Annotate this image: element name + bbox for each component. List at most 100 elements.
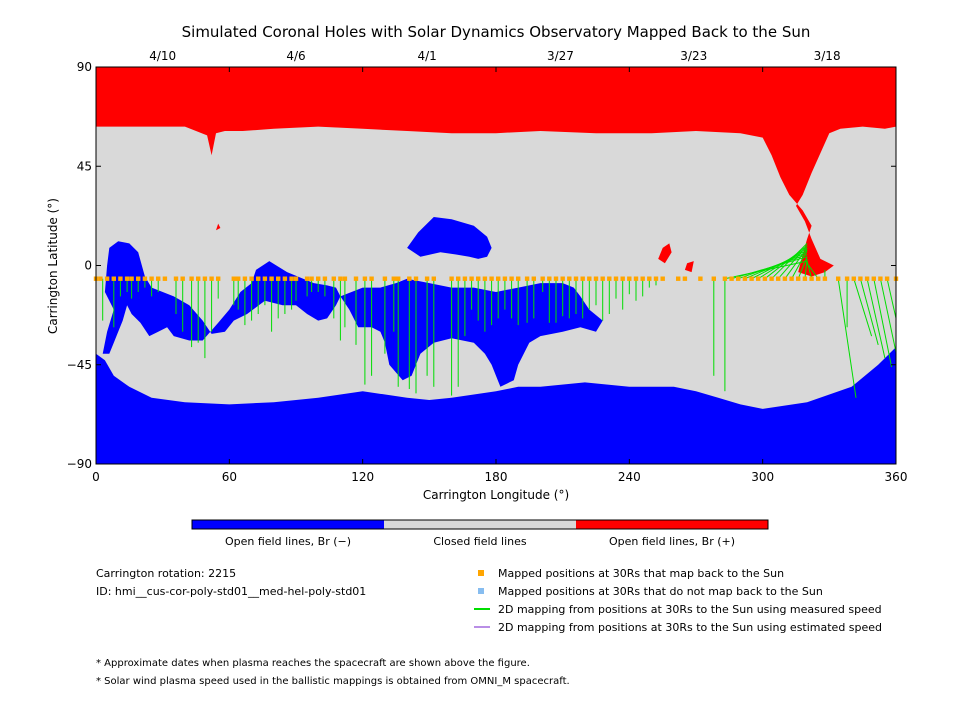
legend-marker-0 — [478, 570, 484, 576]
track-point-18 — [216, 276, 221, 281]
track-point-96 — [809, 276, 814, 281]
track-point-83 — [722, 276, 728, 281]
track-point-88 — [756, 276, 761, 281]
track-point-5 — [124, 276, 130, 281]
track-point-29 — [293, 276, 299, 281]
track-point-40 — [382, 276, 388, 281]
track-point-89 — [762, 276, 768, 281]
track-point-101 — [851, 276, 856, 281]
track-point-79 — [676, 276, 681, 281]
track-point-44 — [413, 276, 419, 281]
track-point-6 — [129, 276, 134, 281]
track-point-78 — [660, 276, 665, 281]
mapping-lines — [96, 243, 896, 398]
track-point-20 — [236, 276, 241, 281]
colorbar-label-1: Closed field lines — [433, 535, 527, 548]
track-point-54 — [496, 276, 501, 281]
track-point-103 — [864, 276, 870, 281]
track-point-72 — [620, 276, 625, 281]
track-point-69 — [600, 276, 605, 281]
track-point-77 — [653, 276, 659, 281]
track-point-58 — [524, 276, 530, 281]
track-point-3 — [111, 276, 116, 281]
date-label-3: 3/27 — [547, 49, 574, 63]
track-point-56 — [509, 276, 514, 281]
track-point-59 — [531, 276, 536, 281]
track-point-105 — [878, 276, 883, 281]
track-point-32 — [316, 276, 321, 281]
track-point-12 — [173, 276, 179, 281]
track-point-73 — [627, 276, 632, 281]
date-label-4: 3/23 — [680, 49, 707, 63]
track-point-7 — [136, 276, 141, 281]
colorbar-swatch-1 — [384, 520, 576, 529]
track-point-41 — [391, 276, 396, 281]
track-point-34 — [331, 276, 336, 281]
y-tick-label-3: −45 — [67, 358, 92, 372]
track-point-37 — [353, 276, 359, 281]
region-tiny-positive-patch — [684, 261, 694, 273]
track-point-31 — [309, 276, 314, 281]
track-point-86 — [742, 276, 748, 281]
track-point-11 — [162, 276, 168, 281]
track-point-106 — [884, 276, 890, 281]
mapping-line-101 — [886, 278, 896, 321]
region-north-positive-cap — [96, 67, 896, 277]
track-point-80 — [682, 276, 688, 281]
track-point-16 — [202, 276, 208, 281]
track-point-36 — [342, 276, 348, 281]
track-point-99 — [836, 276, 841, 281]
mapping-line-85 — [784, 247, 808, 279]
mapping-line-81 — [757, 247, 808, 280]
track-point-67 — [587, 276, 592, 281]
run-id-label: ID: hmi__cus-cor-poly-std01__med-hel-pol… — [96, 585, 366, 598]
track-point-15 — [196, 276, 201, 281]
colorbar-frame — [191, 519, 769, 530]
track-point-39 — [369, 276, 374, 281]
track-point-10 — [156, 276, 161, 281]
x-axis-label: Carrington Longitude (°) — [423, 488, 569, 502]
mapping-line-87 — [797, 256, 808, 279]
x-tick-label-2: 120 — [351, 470, 374, 484]
track-point-85 — [736, 276, 741, 281]
colorbar: Open field lines, Br (−) Closed field lin… — [191, 519, 769, 548]
track-point-24 — [262, 276, 268, 281]
track-point-1 — [98, 276, 103, 281]
track-point-48 — [456, 276, 461, 281]
track-point-82 — [711, 276, 716, 281]
legend-label-1: Mapped positions at 30Rs that do not map… — [498, 585, 823, 598]
track-point-30 — [304, 276, 310, 281]
track-point-47 — [449, 276, 454, 281]
track-point-71 — [613, 276, 619, 281]
track-point-43 — [407, 276, 412, 281]
track-point-27 — [282, 276, 288, 281]
region-west-hole — [102, 241, 341, 354]
track-point-17 — [209, 276, 214, 281]
footnote-speed: * Solar wind plasma speed used in the ba… — [96, 676, 570, 687]
track-point-26 — [276, 276, 281, 281]
track-point-100 — [844, 276, 850, 281]
date-label-5: 3/18 — [814, 49, 841, 63]
track-point-92 — [782, 276, 788, 281]
y-tick-label-1: 45 — [77, 159, 92, 173]
track-point-74 — [633, 276, 639, 281]
track-point-55 — [502, 276, 508, 281]
track-point-38 — [362, 276, 368, 281]
track-point-61 — [547, 276, 552, 281]
colorbar-swatch-0 — [192, 520, 384, 529]
region-south-negative-cap — [96, 347, 896, 464]
track-point-65 — [573, 276, 579, 281]
legend-label-0: Mapped positions at 30Rs that map back t… — [498, 567, 784, 580]
track-point-63 — [560, 276, 565, 281]
y-tick-label-4: −90 — [67, 457, 92, 471]
track-point-102 — [858, 276, 863, 281]
track-point-52 — [482, 276, 488, 281]
track-point-70 — [607, 276, 612, 281]
x-tick-label-6: 360 — [885, 470, 908, 484]
chart-title: Simulated Coronal Holes with Solar Dynam… — [182, 23, 811, 41]
date-label-1: 4/6 — [286, 49, 305, 63]
track-point-66 — [580, 276, 585, 281]
track-point-64 — [567, 276, 572, 281]
mapping-line-88 — [804, 258, 808, 279]
